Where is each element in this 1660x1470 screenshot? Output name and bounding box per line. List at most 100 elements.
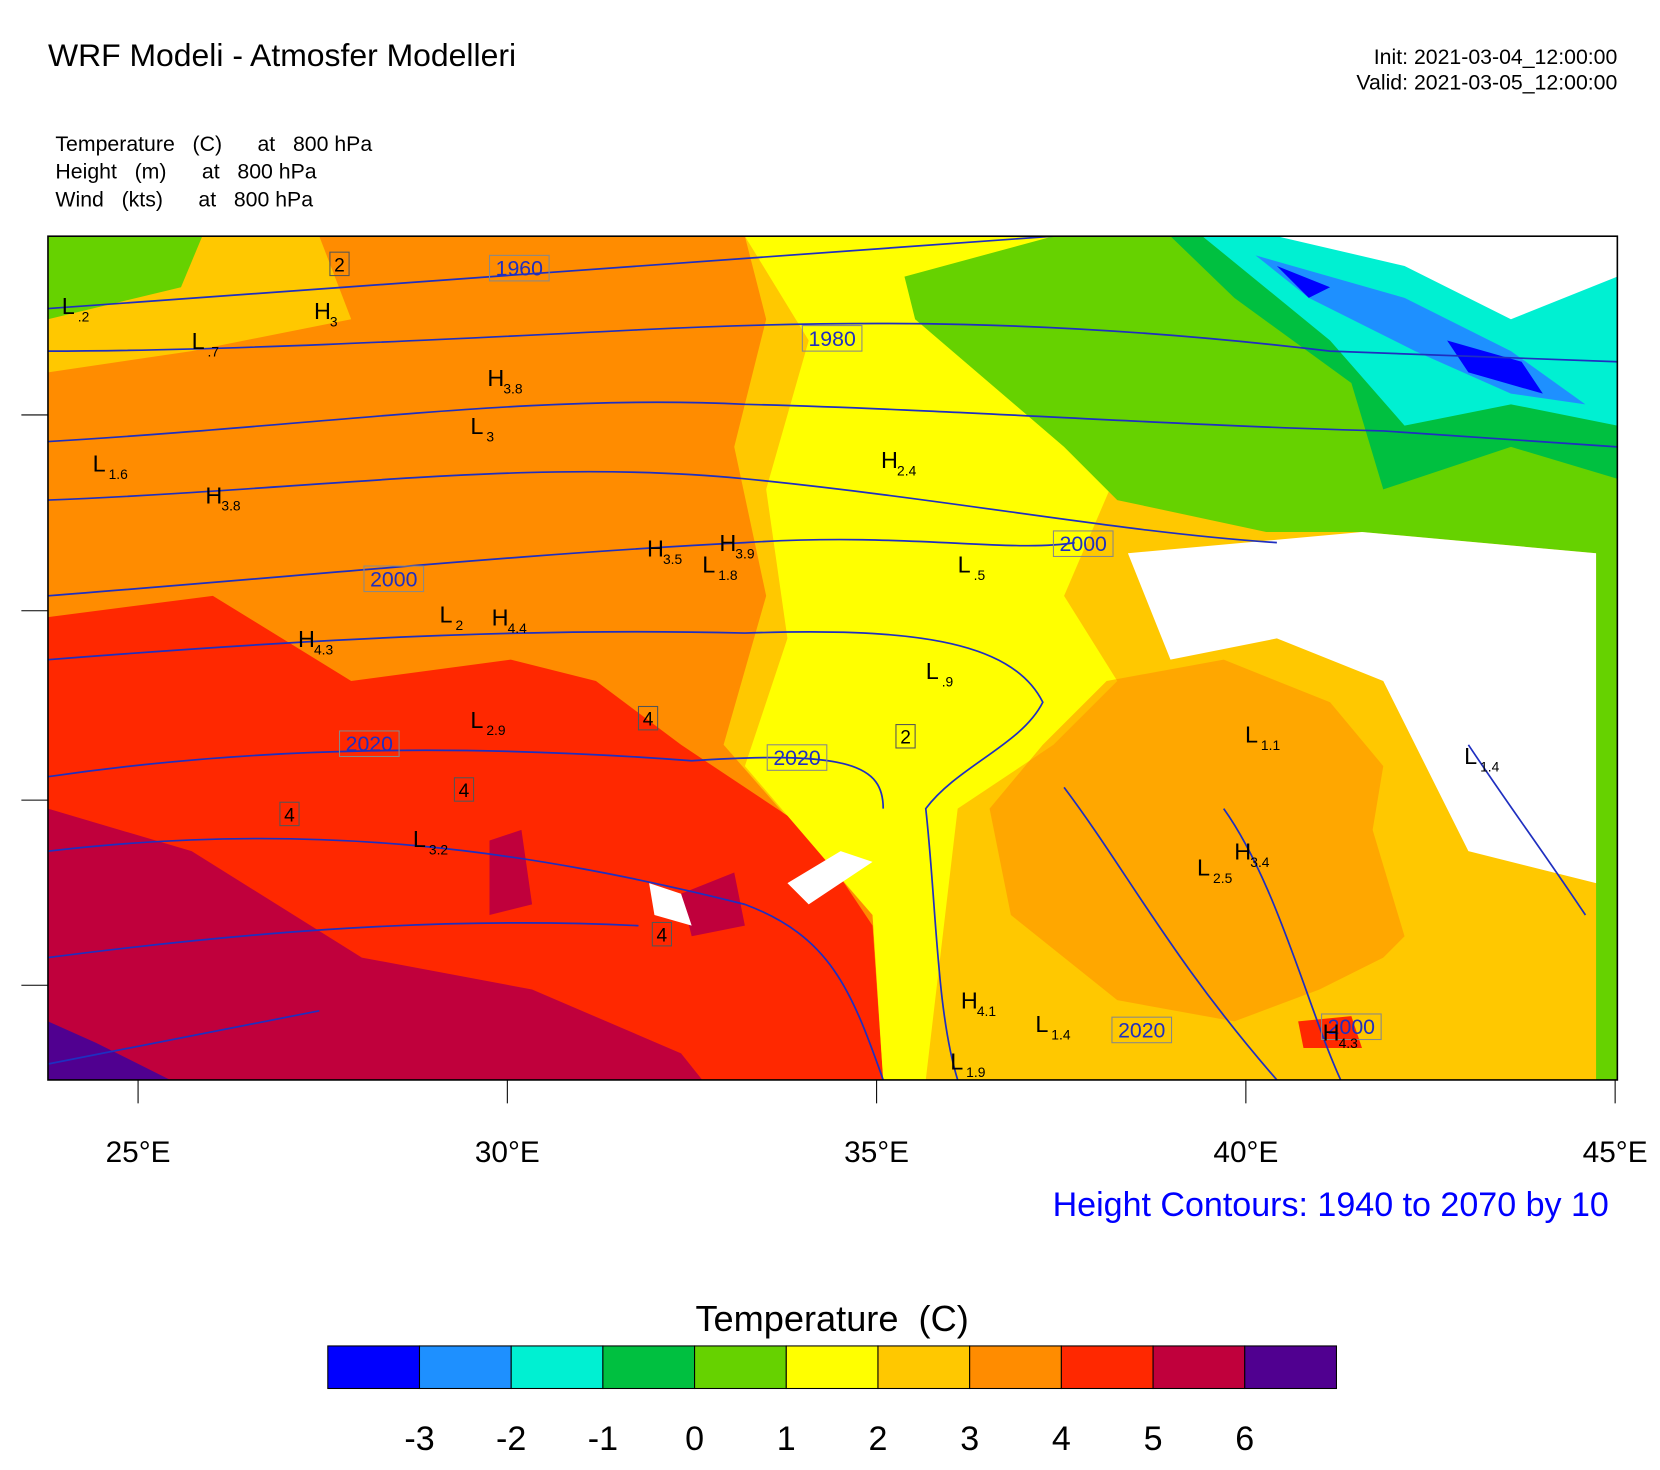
valid-time: Valid: 2021-03-05_12:00:00 [1356, 70, 1617, 94]
center-letter: H [719, 530, 736, 556]
contour-label-box [1052, 530, 1114, 557]
colorbar-tick-label: -1 [588, 1420, 618, 1458]
center-letter: L [413, 826, 426, 852]
colorbar-swatch [969, 1345, 1062, 1390]
center-letter: H [314, 298, 331, 324]
colorbar-tick-label: 6 [1235, 1420, 1254, 1458]
field-label: Wind (kts) at 800 hPa [55, 187, 313, 211]
center-value: 2.4 [897, 463, 917, 479]
center-value: 1.1 [1261, 737, 1281, 753]
center-letter: L [440, 601, 453, 627]
center-letter: L [958, 551, 971, 577]
colorbar-swatch [418, 1345, 512, 1390]
center-letter: H [647, 535, 664, 561]
contour-label: 2020 [773, 746, 820, 770]
colorbar-tick-label: 4 [1052, 1420, 1071, 1458]
box-label-frame [651, 921, 672, 947]
center-letter: L [1245, 722, 1258, 748]
center-letter: L [93, 450, 106, 476]
center-value: 3.8 [503, 381, 523, 397]
center-value: 1.8 [718, 567, 738, 583]
colorbar-tick-label: -3 [404, 1420, 434, 1458]
center-letter: L [192, 328, 205, 354]
contour-label: 1980 [808, 327, 855, 351]
center-value: 2.5 [1213, 870, 1233, 886]
center-letter: H [487, 365, 504, 391]
colorbar-swatch [1060, 1345, 1154, 1390]
center-letter: L [1197, 855, 1210, 881]
center-value: 3.5 [663, 551, 683, 567]
colorbar-tick-label: 5 [1144, 1420, 1163, 1458]
contour-label-box [801, 325, 863, 352]
box-label-frame [329, 251, 350, 277]
init-time: Init: 2021-03-04_12:00:00 [1374, 45, 1618, 69]
x-tick-label: 25°E [106, 1136, 171, 1169]
colorbar-swatch [510, 1345, 604, 1390]
center-letter: L [470, 413, 483, 439]
colorbar-swatch [327, 1345, 421, 1390]
center-value: 3 [486, 429, 494, 445]
contour-label-box [488, 254, 550, 282]
center-letter: L [1035, 1011, 1048, 1037]
contour-label: 2000 [1060, 532, 1107, 556]
center-letter: L [470, 707, 483, 733]
center-value: .2 [78, 308, 90, 324]
center-value: 3 [330, 314, 338, 330]
center-letter: H [298, 626, 315, 652]
center-value: 1.4 [1051, 1027, 1071, 1043]
center-letter: H [881, 447, 898, 473]
x-tick-label: 45°E [1583, 1136, 1648, 1169]
box-label: 4 [284, 805, 295, 826]
center-value: 4.4 [508, 620, 528, 636]
center-value: 1.9 [966, 1064, 986, 1080]
center-value: 3.2 [429, 841, 448, 857]
center-value: 4.3 [314, 641, 334, 657]
box-label-frame [895, 724, 916, 749]
colorbar-swatch [694, 1345, 787, 1390]
center-letter: H [205, 482, 222, 508]
center-value: 1.4 [1480, 758, 1500, 774]
contour-label: 2020 [1118, 1018, 1165, 1042]
center-letter: H [1323, 1020, 1340, 1046]
contour-label-box [363, 565, 425, 593]
center-value: .9 [942, 673, 954, 689]
center-letter: L [926, 658, 939, 684]
center-value: 4.1 [977, 1003, 997, 1019]
box-label: 4 [643, 710, 654, 731]
colorbar-title: Temperature (C) [695, 1298, 968, 1339]
box-label: 2 [900, 728, 911, 749]
x-tick-label: 40°E [1213, 1136, 1278, 1169]
field-label: Temperature (C) at 800 hPa [55, 132, 372, 156]
contour-label: 2000 [370, 567, 417, 591]
box-label: 4 [657, 926, 668, 947]
map-frame [47, 235, 1619, 1081]
x-tick-label: 30°E [475, 1136, 540, 1169]
colorbar-swatch [1152, 1345, 1246, 1390]
box-label: 4 [459, 781, 470, 802]
contour-label-box [338, 730, 400, 758]
contour-label: 2000 [1328, 1015, 1375, 1039]
height-contours [47, 236, 1618, 1080]
center-value: 2 [455, 617, 463, 633]
center-letter: L [1464, 743, 1477, 769]
center-value: 3.4 [1250, 854, 1270, 870]
center-letter: L [702, 551, 715, 577]
contour-caption: Height Contours: 1940 to 2070 by 10 [1053, 1186, 1609, 1224]
colorbar-tick-label: 1 [777, 1420, 796, 1458]
center-letter: L [950, 1048, 963, 1074]
contour-label-box [766, 744, 828, 771]
center-letter: H [1234, 839, 1251, 865]
colorbar-tick-label: -2 [496, 1420, 526, 1458]
center-value: 2.9 [486, 722, 506, 738]
box-label: 2 [334, 255, 345, 276]
contour-label: 2020 [346, 732, 393, 756]
center-value: 1.6 [109, 466, 129, 482]
center-value: 3.9 [735, 546, 755, 562]
colorbar-swatch [602, 1345, 696, 1390]
colorbar-swatch [877, 1345, 971, 1390]
center-value: .5 [974, 567, 986, 583]
center-letter: H [961, 988, 978, 1014]
colorbar-swatch [1244, 1345, 1337, 1390]
